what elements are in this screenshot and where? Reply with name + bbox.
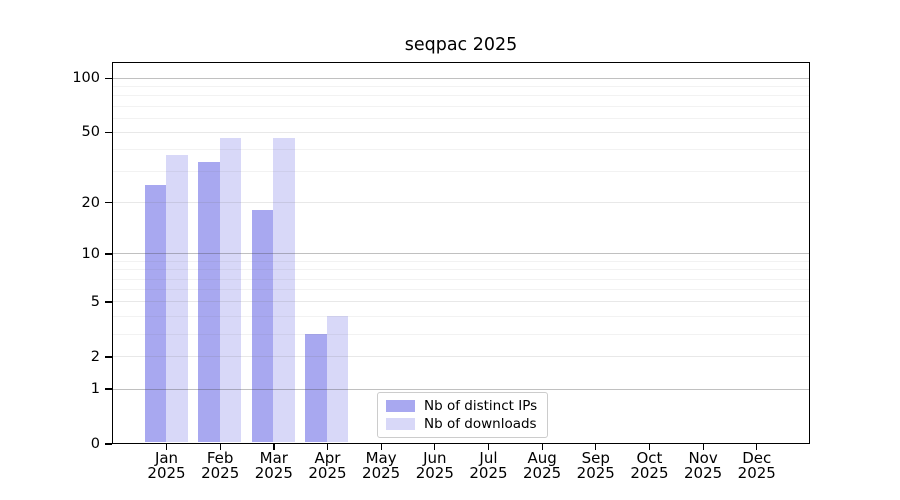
y-tick-label-50: 50: [81, 124, 100, 141]
y-tick-label-1: 1: [90, 380, 100, 397]
gridline-9: [113, 261, 809, 262]
gridline-20: [113, 202, 809, 204]
x-tick-mark-4: [326, 444, 329, 450]
x-tick-label-oct: Oct 2025: [630, 449, 669, 482]
gridline-8: [113, 269, 809, 271]
y-tick-label-2: 2: [90, 348, 100, 365]
bar-downloads-feb: [219, 138, 242, 442]
plot-area: [112, 62, 810, 444]
x-tick-label-jan: Jan 2025: [147, 449, 186, 482]
legend-label-distinct-ips: Nb of distinct IPs: [424, 398, 538, 414]
gridline-80: [113, 95, 809, 97]
x-tick-mark-7: [487, 444, 490, 450]
legend-item-downloads: Nb of downloads: [386, 417, 537, 431]
y-tick-mark-5: [105, 301, 112, 303]
gridline-50: [113, 131, 809, 133]
y-tick-mark-50: [105, 131, 112, 134]
x-tick-mark-11: [702, 444, 704, 450]
bar-distinct-ips-mar: [251, 210, 274, 442]
y-tick-mark-1: [105, 388, 112, 390]
gridline-70: [113, 105, 809, 107]
gridline-30: [113, 171, 809, 173]
y-tick-label-20: 20: [81, 194, 100, 211]
x-tick-mark-1: [165, 444, 168, 450]
gridline-5: [113, 301, 809, 303]
gridline-4: [113, 315, 809, 317]
x-tick-label-may: May 2025: [362, 449, 401, 482]
gridline-1: [113, 388, 809, 390]
bar-distinct-ips-jan: [144, 185, 166, 442]
y-tick-mark-100: [105, 77, 112, 79]
y-tick-mark-2: [105, 356, 112, 358]
x-tick-mark-8: [541, 444, 543, 450]
gridline-7: [113, 278, 809, 280]
x-tick-mark-10: [648, 444, 651, 450]
bar-downloads-apr: [326, 315, 349, 442]
x-tick-label-feb: Feb 2025: [201, 449, 240, 482]
x-tick-mark-9: [595, 444, 597, 450]
gridline-40: [113, 149, 809, 151]
bar-distinct-ips-apr: [305, 333, 327, 442]
x-tick-mark-5: [380, 444, 382, 450]
y-tick-label-100: 100: [72, 69, 100, 86]
bar-distinct-ips-feb: [198, 161, 220, 442]
legend-swatch-distinct-ips: [386, 400, 415, 412]
y-tick-mark-20: [105, 202, 112, 204]
x-tick-mark-3: [273, 444, 275, 450]
x-tick-label-apr: Apr 2025: [308, 449, 347, 482]
x-tick-label-sep: Sep 2025: [576, 449, 615, 482]
x-tick-mark-12: [756, 444, 758, 450]
x-tick-label-mar: Mar 2025: [254, 449, 293, 482]
gridline-2: [113, 356, 809, 358]
x-tick-label-jun: Jun 2025: [415, 449, 454, 482]
bar-downloads-jan: [166, 155, 188, 442]
x-tick-label-jul: Jul 2025: [469, 449, 508, 482]
legend-swatch-downloads: [386, 418, 415, 430]
legend-label-downloads: Nb of downloads: [424, 416, 537, 432]
gridline-90: [113, 85, 809, 87]
legend-item-distinct-ips: Nb of distinct IPs: [386, 399, 537, 413]
x-tick-mark-2: [219, 444, 221, 450]
gridline-100: [113, 77, 809, 79]
x-tick-label-aug: Aug 2025: [523, 449, 562, 482]
gridline-3: [113, 333, 809, 335]
gridline-6: [113, 289, 809, 291]
y-tick-label-0: 0: [90, 435, 100, 452]
gridline-10: [113, 253, 809, 255]
y-tick-label-5: 5: [90, 293, 100, 310]
y-tick-mark-10: [105, 253, 112, 255]
bar-downloads-mar: [273, 138, 295, 442]
x-tick-label-dec: Dec 2025: [737, 449, 776, 482]
y-tick-mark-0: [105, 443, 112, 445]
y-tick-label-10: 10: [81, 245, 100, 262]
legend: Nb of distinct IPs Nb of downloads: [377, 392, 549, 438]
x-tick-label-nov: Nov 2025: [684, 449, 723, 482]
chart-title: seqpac 2025: [404, 35, 518, 55]
x-tick-mark-6: [434, 444, 436, 450]
gridline-60: [113, 117, 809, 119]
